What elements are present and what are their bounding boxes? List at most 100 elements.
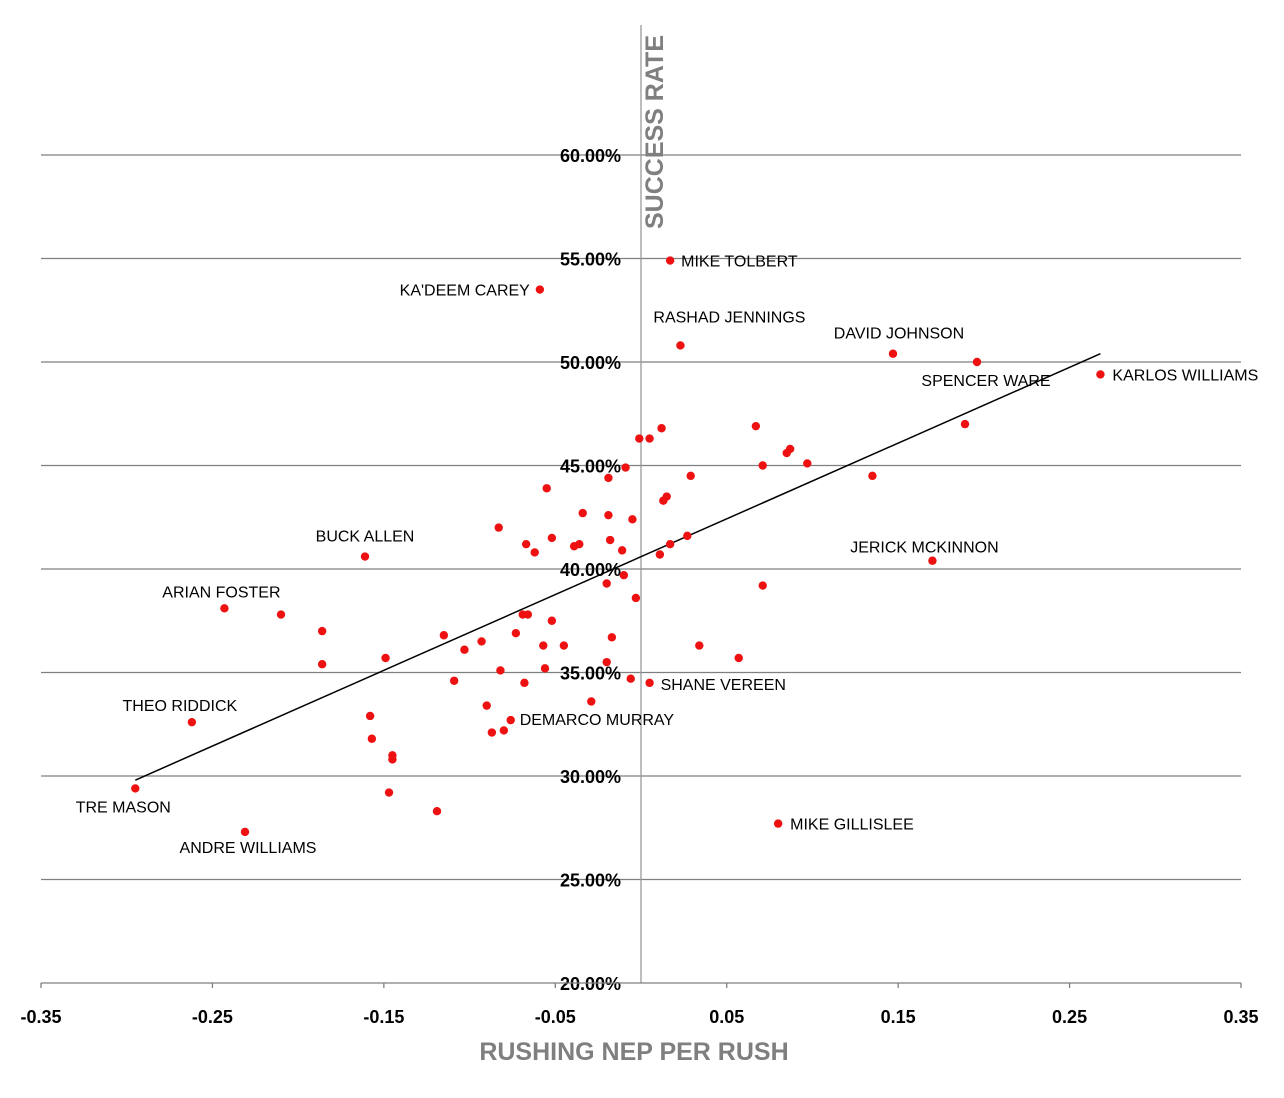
- data-point: [695, 641, 704, 650]
- data-point: [602, 579, 611, 588]
- data-point: [628, 515, 637, 524]
- data-point: [276, 610, 286, 619]
- data-point: [773, 819, 783, 828]
- x-tick-label: 0.25: [1052, 1007, 1087, 1027]
- y-tick-label: 20.00%: [560, 974, 621, 994]
- data-point: [631, 593, 641, 603]
- data-point: [540, 664, 550, 673]
- data-point: [635, 434, 644, 443]
- data-point: [487, 728, 497, 737]
- y-tick-label: 60.00%: [560, 146, 621, 166]
- data-point: [1096, 370, 1105, 379]
- data-point: [367, 734, 377, 743]
- y-tick-label: 55.00%: [560, 250, 621, 270]
- data-point: [530, 548, 539, 557]
- point-label: TRE MASON: [76, 799, 171, 816]
- data-point: [655, 550, 665, 559]
- data-point: [607, 633, 617, 642]
- data-point: [499, 726, 509, 735]
- x-tick-label: 0.35: [1223, 1007, 1258, 1027]
- point-label: MIKE GILLISLEE: [790, 817, 914, 834]
- data-point: [645, 678, 654, 688]
- point-label: DEMARCO MURRAY: [520, 712, 675, 729]
- point-label: KA'DEEM CAREY: [400, 283, 531, 300]
- y-tick-label: 25.00%: [560, 871, 621, 891]
- data-point: [960, 419, 970, 429]
- data-point: [520, 678, 529, 688]
- data-point: [621, 463, 630, 472]
- data-point: [605, 535, 615, 545]
- data-point: [511, 628, 521, 638]
- data-point: [758, 461, 767, 470]
- data-point: [535, 285, 545, 294]
- data-point: [578, 508, 587, 518]
- data-point: [365, 711, 375, 721]
- data-point: [803, 459, 812, 468]
- y-tick-label: 35.00%: [560, 664, 621, 684]
- trendline: [134, 353, 1101, 781]
- x-tick-label: -0.05: [535, 1007, 576, 1027]
- data-point: [751, 421, 761, 431]
- data-point: [439, 631, 449, 640]
- point-label: ANDRE WILLIAMS: [180, 840, 317, 857]
- data-point: [626, 674, 635, 683]
- data-point: [482, 701, 491, 710]
- data-point: [542, 484, 551, 493]
- x-axis-title: RUSHING NEP PER RUSH: [479, 1038, 788, 1066]
- data-point: [496, 666, 505, 675]
- x-tick-label: -0.15: [363, 1007, 404, 1027]
- point-label: KARLOS WILLIAMS: [1112, 367, 1258, 384]
- data-point: [734, 653, 743, 663]
- data-point: [381, 653, 390, 663]
- data-point: [432, 806, 442, 816]
- data-point: [645, 434, 654, 443]
- data-point: [477, 637, 486, 646]
- x-tick-label: 0.15: [881, 1007, 916, 1027]
- data-point: [559, 641, 569, 650]
- point-label: BUCK ALLEN: [316, 529, 415, 546]
- data-point: [928, 556, 937, 565]
- data-point: [604, 473, 613, 483]
- point-label: THEO RIDDICK: [123, 698, 238, 715]
- data-point: [683, 531, 692, 541]
- point-label: ARIAN FOSTER: [162, 584, 280, 601]
- point-label: RASHAD JENNINGS: [653, 309, 805, 326]
- point-labels: MIKE TOLBERT KA'DEEM CAREY RASHAD JENNINGS…: [76, 254, 1259, 857]
- data-point: [868, 471, 877, 481]
- data-point: [494, 523, 503, 532]
- data-point: [360, 552, 370, 561]
- data-point: [317, 626, 327, 636]
- x-tick-label: -0.25: [192, 1007, 233, 1027]
- data-point: [758, 581, 767, 590]
- x-tick-label: -0.35: [20, 1007, 61, 1027]
- data-point: [659, 496, 668, 505]
- y-tick-label: 45.00%: [560, 457, 621, 477]
- y-tick-label: 50.00%: [560, 353, 621, 373]
- data-point: [317, 660, 327, 669]
- point-label: SPENCER WARE: [921, 373, 1050, 390]
- y-tick-label: 30.00%: [560, 767, 621, 787]
- data-point: [604, 510, 613, 520]
- point-label: DAVID JOHNSON: [834, 326, 964, 343]
- y-tick-labels: 20.00% 25.00% 30.00% 35.00% 40.00% 45.00% 50.0…: [560, 146, 621, 994]
- data-point: [220, 604, 229, 613]
- data-point: [782, 448, 791, 458]
- data-point: [384, 788, 394, 797]
- data-point: [449, 676, 459, 685]
- data-point: [657, 424, 666, 433]
- y-tick-label: 40.00%: [560, 560, 621, 580]
- data-point: [619, 571, 629, 580]
- data-point: [388, 755, 397, 764]
- data-point: [539, 641, 548, 650]
- data-points: [131, 256, 1105, 837]
- data-point: [547, 616, 557, 625]
- y-axis-title: SUCCESS RATE: [641, 35, 669, 229]
- point-label: JERICK MCKINNON: [850, 540, 998, 557]
- data-point: [686, 471, 695, 481]
- data-point: [676, 341, 685, 350]
- data-point: [972, 357, 982, 367]
- data-point: [888, 349, 898, 358]
- data-point: [240, 827, 250, 837]
- data-point: [547, 533, 557, 543]
